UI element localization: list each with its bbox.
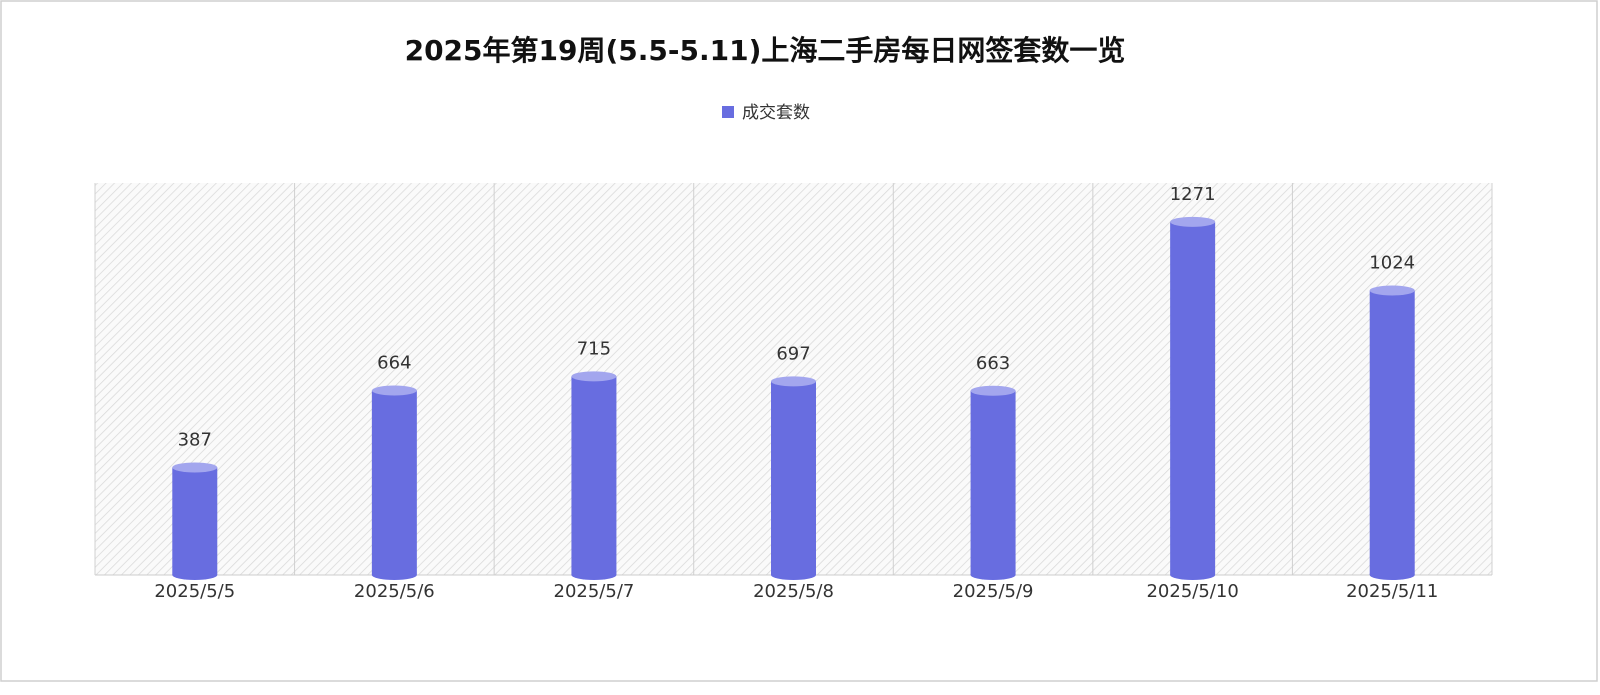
x-tick-label: 2025/5/6 [354,581,435,602]
legend-label: 成交套数 [742,103,810,123]
x-tick-label: 2025/5/9 [953,581,1034,602]
bar-cap [1369,285,1415,296]
bar-base [571,570,617,580]
value-label: 664 [377,353,411,374]
bar-cap [571,371,617,382]
bar [371,390,417,575]
bar-cap [1170,216,1216,227]
bar [970,390,1016,575]
bar-base [371,570,417,580]
x-tick-label: 2025/5/11 [1346,581,1438,602]
bar-base [970,570,1016,580]
bar [1369,290,1415,575]
value-label: 387 [178,429,212,450]
legend-swatch [722,106,734,118]
bar-cap [970,385,1016,396]
value-label: 1271 [1170,184,1216,205]
bar-cap [371,385,417,396]
value-label: 715 [577,338,611,359]
x-tick-label: 2025/5/10 [1146,581,1238,602]
value-label: 663 [976,353,1010,374]
bar-base [1369,570,1415,580]
bar-base [1170,570,1216,580]
x-tick-label: 2025/5/7 [554,581,635,602]
bar [172,467,218,575]
bar [1170,221,1216,575]
bar [571,376,617,575]
bar-cap [771,376,816,387]
value-label: 1024 [1369,252,1415,273]
bar-base [172,570,218,580]
x-tick-label: 2025/5/8 [753,581,834,602]
x-tick-label: 2025/5/5 [154,581,235,602]
bar [771,381,816,575]
value-label: 697 [776,343,810,364]
chart-title: 2025年第19周(5.5-5.11)上海二手房每日网签套数一览 [405,34,1126,67]
legend: 成交套数 [722,103,810,123]
bar-base [771,570,816,580]
bar-cap [172,462,218,473]
